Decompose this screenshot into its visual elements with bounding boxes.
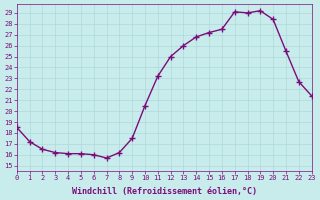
X-axis label: Windchill (Refroidissement éolien,°C): Windchill (Refroidissement éolien,°C): [72, 187, 257, 196]
